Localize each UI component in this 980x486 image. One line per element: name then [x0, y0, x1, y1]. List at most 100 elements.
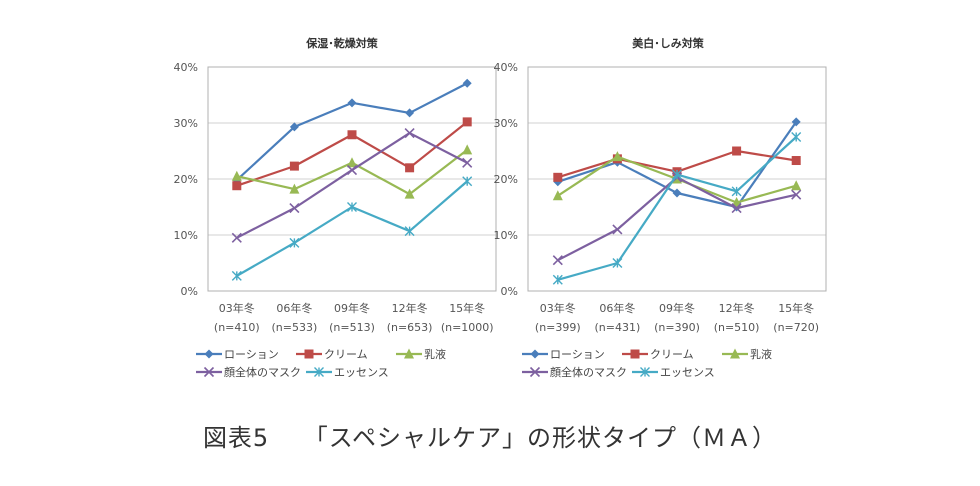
data-point [405, 108, 415, 118]
legend-label: 顔全体のマスク [224, 365, 301, 379]
x-tick-n-label: (n=410) [214, 321, 260, 334]
data-point [791, 132, 802, 142]
data-point [791, 117, 801, 127]
y-tick-label: 40% [174, 61, 198, 74]
data-point [791, 156, 801, 166]
data-point [462, 157, 473, 168]
x-tick-n-label: (n=431) [595, 321, 641, 334]
x-tick-n-label: (n=653) [387, 321, 433, 334]
series-line [236, 180, 468, 277]
series-line [557, 136, 797, 281]
data-point [552, 274, 563, 285]
y-tick-label: 40% [494, 61, 518, 74]
data-point [462, 144, 473, 155]
x-tick-label: 03年冬 [219, 301, 255, 315]
legend-label: 乳液 [424, 347, 446, 361]
legend-label: エッセンス [660, 366, 715, 379]
x-tick-label: 03年冬 [540, 301, 576, 315]
plot-area-frame [527, 66, 827, 292]
legend-item: 乳液 [396, 347, 446, 361]
data-point [404, 188, 415, 199]
data-point [347, 157, 357, 168]
figure-caption: 図表5 「スペシャルケア」の形状タイプ（ＭＡ） [0, 418, 980, 453]
legend-item: 顔全体のマスク [522, 365, 627, 379]
data-point [231, 270, 242, 281]
x-tick-label: 06年冬 [599, 301, 635, 315]
data-point [231, 170, 242, 181]
data-point [346, 164, 358, 176]
legend-label: 乳液 [750, 347, 772, 361]
x-tick-label: 06年冬 [276, 301, 312, 315]
plot-area-frame [207, 66, 497, 292]
data-point [612, 258, 623, 268]
x-tick-label: 09年冬 [334, 301, 370, 315]
y-tick-label: 10% [494, 229, 518, 242]
data-point [791, 180, 802, 191]
x-tick-label: 12年冬 [719, 301, 755, 315]
chart-title: 保湿･乾燥対策 [305, 36, 378, 50]
chart-panel-1: 保湿･乾燥対策 0% 10% 20% 30% 40% 03年冬 (n=410) 06年冬 (n=5… [174, 36, 497, 379]
series-5 [552, 132, 802, 285]
series-4 [552, 172, 802, 266]
data-point [289, 122, 299, 132]
legend-swatch-marker [530, 349, 540, 359]
data-point [231, 232, 242, 243]
figure-title: 「スペシャルケア」の形状タイプ（ＭＡ） [303, 424, 778, 452]
data-point [232, 181, 242, 191]
x-tick-label: 12年冬 [392, 301, 428, 315]
data-point [732, 146, 742, 156]
data-point [347, 130, 357, 140]
y-tick-label: 20% [494, 173, 518, 186]
legend-swatch-marker [730, 348, 740, 359]
legend-swatch-marker [204, 349, 214, 359]
x-tick-n-label: (n=390) [654, 321, 700, 334]
legend-item: クリーム [622, 348, 694, 361]
data-point [405, 163, 415, 173]
data-point [404, 226, 415, 237]
data-point [731, 203, 742, 214]
series-5 [231, 176, 473, 281]
y-tick-label: 20% [174, 173, 198, 186]
data-point [672, 169, 682, 180]
y-tick-label: 0% [501, 285, 518, 298]
legend-item: エッセンス [632, 366, 715, 379]
data-point [462, 176, 473, 187]
x-tick-n-label: (n=533) [272, 321, 318, 334]
chart-panel-2: 美白･しみ対策 0% 10% 20% 30% 40% 03年冬 (n=399) 06年冬 (n=4… [494, 36, 827, 379]
legend-label: ローション [550, 348, 605, 361]
legend-item: ローション [522, 348, 605, 361]
legend-swatch-marker [640, 367, 650, 377]
series-3 [231, 144, 473, 199]
x-tick-label: 15年冬 [449, 301, 485, 315]
data-point [612, 151, 623, 162]
data-point [289, 183, 300, 194]
y-tick-label: 0% [181, 285, 198, 298]
legend-swatch-marker [404, 348, 414, 359]
data-point [612, 224, 623, 235]
data-point [791, 189, 802, 200]
legend-item: クリーム [296, 348, 368, 361]
series-2 [232, 117, 472, 191]
data-point [289, 237, 300, 248]
legend-swatch-marker [630, 349, 640, 359]
figure-number: 図表5 [202, 424, 270, 452]
series-4 [231, 128, 473, 243]
legend-label: ローション [224, 348, 279, 361]
data-point [462, 117, 472, 127]
legend-item: 顔全体のマスク [196, 365, 301, 379]
legend-item: エッセンス [306, 366, 389, 379]
y-tick-label: 30% [494, 117, 518, 130]
data-point [462, 78, 472, 88]
x-tick-n-label: (n=720) [773, 321, 819, 334]
x-tick-n-label: (n=399) [535, 321, 581, 334]
legend-swatch-marker [529, 366, 541, 378]
x-tick-label: 09年冬 [659, 301, 695, 315]
y-tick-label: 30% [174, 117, 198, 130]
legend-label: エッセンス [334, 366, 389, 379]
data-point [731, 186, 742, 197]
data-point [553, 172, 563, 182]
chart-title: 美白･しみ対策 [632, 36, 704, 50]
data-point [404, 128, 415, 139]
